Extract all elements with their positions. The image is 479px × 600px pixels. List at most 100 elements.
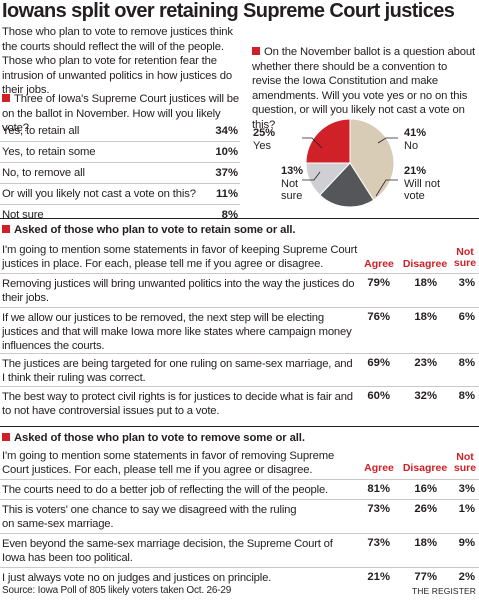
retain-col-not-sure: Not sure — [452, 247, 478, 269]
q1-row: Yes, to retain some 10% — [0, 142, 240, 163]
remove-row: This is voters' one chance to say we dis… — [0, 499, 479, 534]
remove-row: The courts need to do a better job of re… — [0, 479, 479, 500]
pie-slice-yes — [305, 118, 351, 164]
pie-label-will-not-pct: 21% — [404, 165, 427, 177]
section-divider — [0, 426, 479, 427]
retain-row: If we allow our justices to be removed, … — [0, 307, 479, 354]
q2-question: On the November ballot is a question abo… — [252, 45, 477, 133]
remove-agree-value: 81% — [367, 483, 390, 495]
retain-row: The best way to protect civil rights is … — [0, 386, 479, 425]
leader-line-yes — [302, 137, 323, 149]
remove-col-disagree: Disagree — [402, 462, 448, 474]
remove-not-sure-value: 9% — [458, 537, 475, 549]
remove-not-sure-value: 3% — [458, 483, 475, 495]
remove-disagree-value: 16% — [414, 483, 437, 495]
retain-statement: If we allow our justices to be removed, … — [2, 312, 352, 353]
retain-statement: The justices are being targeted for one … — [2, 358, 353, 385]
pie-label-will-not-line2: vote — [404, 190, 425, 202]
pie-label-yes: 25% Yes — [253, 127, 275, 152]
remove-heading-text: Asked of those who plan to vote to remov… — [14, 432, 305, 444]
q1-row: Or will you likely not cast a vote on th… — [0, 184, 240, 205]
retain-row: Removing justices will bring unwanted po… — [0, 273, 479, 308]
q1-row-label: Yes, to retain some — [2, 146, 96, 158]
retain-agree-value: 79% — [367, 277, 390, 289]
red-square-bullet-icon — [2, 94, 10, 102]
retain-heading: Asked of those who plan to vote to retai… — [2, 224, 296, 236]
pie-slice-will-not-vote — [319, 162, 375, 208]
retain-disagree-value: 23% — [414, 357, 437, 369]
retain-not-sure-value: 8% — [458, 357, 475, 369]
retain-not-sure-value: 8% — [458, 390, 475, 402]
remove-row: I just always vote no on judges and just… — [0, 567, 479, 586]
retain-agree-value: 60% — [367, 390, 390, 402]
retain-col-agree: Agree — [364, 258, 394, 270]
remove-agree-value: 73% — [367, 537, 390, 549]
red-square-bullet-icon — [2, 225, 10, 233]
section-divider — [0, 218, 479, 219]
remove-not-sure-value: 2% — [458, 571, 475, 583]
retain-heading-text: Asked of those who plan to vote to retai… — [14, 224, 296, 236]
q1-row-value: 34% — [215, 125, 238, 137]
remove-statement: The courts need to do a better job of re… — [2, 484, 328, 496]
remove-heading: Asked of those who plan to vote to remov… — [2, 432, 305, 444]
retain-agree-value: 69% — [367, 357, 390, 369]
q1-row-value: 11% — [216, 188, 238, 200]
pie-label-not-sure-pct: 13% — [281, 165, 304, 177]
q1-table: Yes, to retain all 34% Yes, to retain som… — [0, 121, 240, 225]
pie-label-no-pct: 41% — [404, 127, 427, 139]
pie-label-not-sure-line1: Not — [281, 177, 299, 190]
retain-row: The justices are being targeted for one … — [0, 353, 479, 387]
pie-label-not-sure: 13% Not sure — [281, 165, 303, 203]
retain-disagree-value: 18% — [414, 311, 437, 323]
q1-row-value: 37% — [215, 167, 238, 179]
pie-label-yes-text: Yes — [253, 139, 271, 152]
pie-label-will-not-line1: Will not — [404, 177, 441, 190]
source-note: Source: Iowa Poll of 805 likely voters t… — [2, 585, 232, 596]
q1-row-value: 10% — [215, 146, 238, 158]
pie-label-will-not: 21% Will not vote — [404, 165, 440, 203]
red-square-bullet-icon — [2, 433, 10, 441]
intro-text: Those who plan to vote to remove justice… — [2, 26, 233, 97]
remove-disagree-value: 26% — [414, 503, 437, 515]
remove-disagree-value: 77% — [414, 571, 437, 583]
retain-statement: The best way to protect civil rights is … — [2, 391, 353, 418]
remove-statement: I just always vote no on judges and just… — [2, 572, 272, 584]
remove-col-agree: Agree — [364, 462, 394, 474]
remove-statement: Even beyond the same-sex marriage decisi… — [2, 538, 333, 565]
leader-line-no — [377, 137, 398, 144]
pie-label-no: 41% No — [404, 127, 426, 152]
retain-col-not-sure-line2: sure — [453, 257, 477, 269]
remove-agree-value: 21% — [367, 571, 390, 583]
pie-label-yes-pct: 25% — [253, 127, 276, 139]
pie-label-not-sure-line2: sure — [281, 190, 303, 202]
remove-intro: I'm going to mention some statements in … — [2, 450, 335, 477]
retain-agree-value: 76% — [367, 311, 390, 323]
retain-col-disagree: Disagree — [402, 258, 448, 270]
retain-disagree-value: 32% — [414, 390, 437, 402]
remove-agree-value: 73% — [367, 503, 390, 515]
remove-col-not-sure-line2: sure — [453, 462, 477, 474]
retain-disagree-value: 18% — [414, 277, 437, 289]
q1-row-label: Or will you likely not cast a vote on th… — [2, 188, 196, 200]
remove-col-not-sure-line1: Not — [456, 451, 474, 463]
pie-label-no-text: No — [404, 139, 419, 152]
q1-row: Yes, to retain all 34% — [0, 121, 240, 142]
q2-question-text: On the November ballot is a question abo… — [252, 46, 475, 131]
leader-line-will-not — [375, 179, 398, 197]
remove-not-sure-value: 1% — [458, 503, 475, 515]
q1-question-text: Three of Iowa's Supreme Court justices w… — [2, 93, 240, 135]
retain-statement: Removing justices will bring unwanted po… — [2, 278, 355, 305]
remove-col-not-sure: Not sure — [452, 452, 478, 474]
q1-row-label: No, to remove all — [2, 167, 85, 179]
retain-col-not-sure-line1: Not — [456, 246, 474, 258]
retain-not-sure-value: 6% — [458, 311, 475, 323]
remove-row: Even beyond the same-sex marriage decisi… — [0, 533, 479, 568]
leader-line-not-sure — [302, 171, 321, 181]
remove-statement: This is voters' one chance to say we dis… — [2, 504, 297, 531]
q1-row: No, to remove all 37% — [0, 163, 240, 184]
remove-disagree-value: 18% — [414, 537, 437, 549]
credit: THE REGISTER — [411, 586, 476, 596]
retain-intro: I'm going to mention some statements in … — [2, 244, 358, 271]
